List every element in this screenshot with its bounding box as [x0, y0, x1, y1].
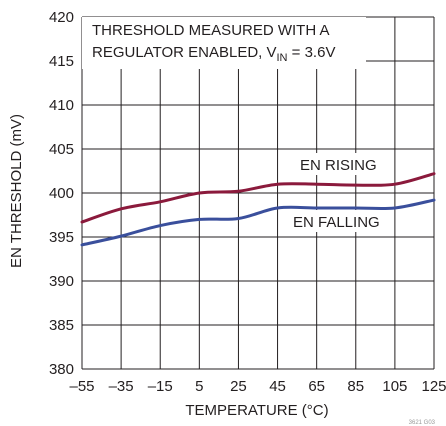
x-tick-labels: –55 –35 –15 5 25 45 65 85 105 125 — [69, 378, 446, 395]
x-tick-label: –15 — [148, 378, 173, 395]
series-label-falling: EN FALLING — [293, 214, 380, 231]
x-tick-label: 105 — [382, 378, 407, 395]
y-tick-labels: 380 385 390 395 400 405 410 415 420 — [49, 9, 74, 378]
annotation-line-2: REGULATOR ENABLED, VIN = 3.6V — [92, 44, 335, 64]
series-label-rising-background — [292, 153, 382, 175]
annotation-line-1: THRESHOLD MEASURED WITH A — [92, 22, 330, 39]
x-tick-label: 65 — [308, 378, 325, 395]
y-axis-title: EN THRESHOLD (mV) — [8, 114, 25, 268]
y-tick-label: 390 — [49, 273, 74, 290]
x-tick-label: –35 — [109, 378, 134, 395]
y-tick-label: 420 — [49, 9, 74, 26]
series-lines — [80, 172, 436, 247]
y-tick-label: 405 — [49, 141, 74, 158]
y-tick-label: 385 — [49, 317, 74, 334]
grid — [81, 16, 435, 370]
y-tick-label: 415 — [49, 53, 74, 70]
y-tick-label: 395 — [49, 229, 74, 246]
series-line-en-rising — [80, 172, 436, 224]
x-tick-label: 25 — [230, 378, 247, 395]
annotation-line-2-suffix: = 3.6V — [288, 44, 336, 61]
y-tick-label: 400 — [49, 185, 74, 202]
series-label-rising: EN RISING — [300, 157, 377, 174]
x-tick-label: 45 — [269, 378, 286, 395]
y-tick-label: 380 — [49, 361, 74, 378]
annotation-background — [82, 17, 366, 69]
annotation-line-2-subscript: IN — [277, 52, 288, 64]
annotation-line-2-prefix: REGULATOR ENABLED, V — [92, 44, 277, 61]
y-tick-label: 410 — [49, 97, 74, 114]
x-tick-label: 85 — [347, 378, 364, 395]
x-axis-title: TEMPERATURE (°C) — [185, 402, 328, 419]
x-tick-label: 5 — [195, 378, 203, 395]
series-line-en-falling — [80, 198, 436, 247]
x-tick-label: 125 — [421, 378, 446, 395]
x-tick-label: –55 — [69, 378, 94, 395]
figure-id: 3621 G03 — [409, 420, 436, 426]
series-label-falling-background — [287, 210, 387, 232]
